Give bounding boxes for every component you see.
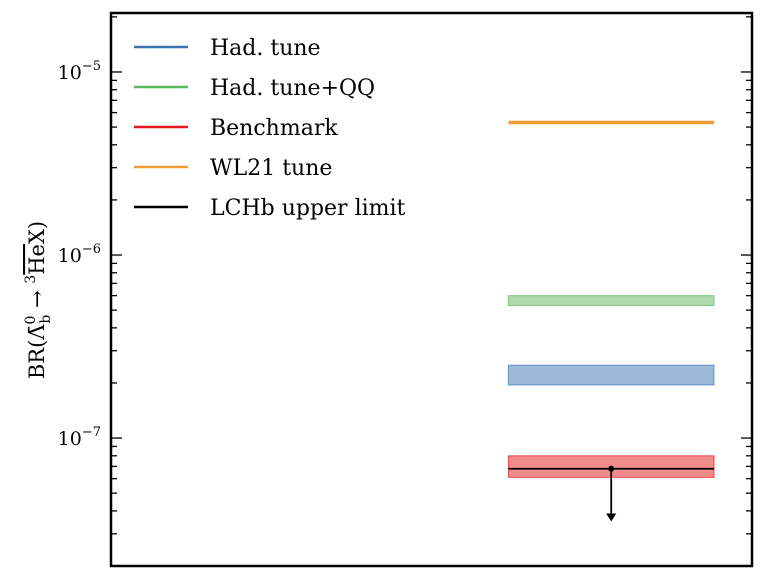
- ylabel-lambda: Λ̄: [25, 324, 49, 341]
- ylabel-he: He: [25, 244, 49, 275]
- ylabel-suffix: X): [25, 221, 49, 244]
- ylabel-lambda-sup: 0: [23, 316, 39, 325]
- plot-area: 10−5 10−6 10−7: [58, 11, 754, 568]
- ylabel-he-sup: 3: [23, 275, 39, 284]
- legend-label-benchmark: Benchmark: [210, 116, 338, 141]
- y-tick-label: 10−6: [58, 242, 101, 267]
- y-axis-label: BR(Λ̄0b → 3HeX): [23, 221, 54, 379]
- y-tick-label: 10−7: [58, 425, 101, 450]
- legend-label-wl21-tune: WL21 tune: [210, 156, 332, 181]
- ylabel-prefix: BR(: [25, 340, 49, 379]
- y-tick-label: 10−5: [58, 59, 101, 84]
- legend-label-had-tune: Had. tune: [210, 36, 321, 61]
- ylabel-arrow: →: [25, 284, 49, 315]
- ylabel-lambda-sub: b: [38, 315, 54, 324]
- legend: Had. tune Had. tune+QQ Benchmark WL21 tu…: [134, 36, 406, 221]
- plot-frame: [109, 11, 754, 568]
- svg-text:BR(Λ̄0b → 3HeX): BR(Λ̄0b → 3HeX): [23, 221, 54, 379]
- legend-label-lchb-upper-limit: LCHb upper limit: [210, 196, 406, 221]
- upper-limit-arrow-head: [606, 513, 617, 522]
- legend-label-had-tune-qq: Had. tune+QQ: [210, 76, 375, 101]
- band-had-tune-qq: [507, 295, 715, 306]
- band-had-tune: [507, 364, 715, 386]
